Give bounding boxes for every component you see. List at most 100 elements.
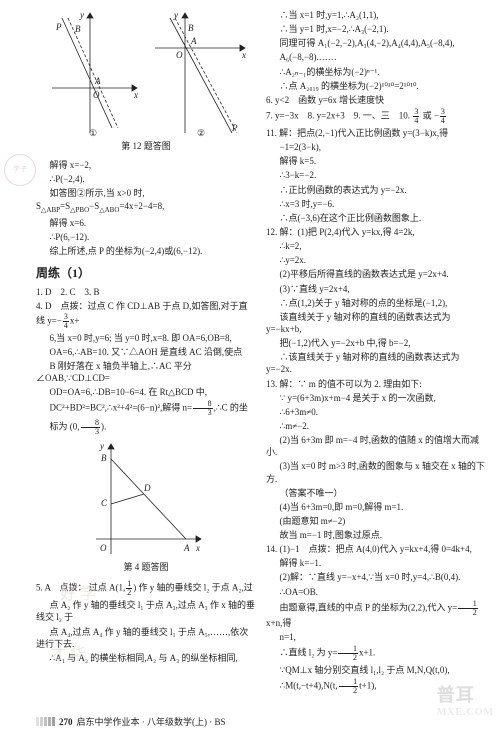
l-q4h: 标为 (0,83). bbox=[36, 419, 256, 436]
r8d2: 4 bbox=[440, 117, 446, 125]
r6: ∴点 A₂₀₁₉ 的横坐标为(−2)¹⁰¹⁰=2¹⁰¹⁰. bbox=[266, 80, 486, 92]
r33: (由题意知 m≠−2) bbox=[266, 515, 486, 527]
l-q5bd: 2 bbox=[126, 589, 132, 597]
l-p3c: =S bbox=[60, 201, 70, 211]
watermark-text-1: 好 学 bbox=[60, 580, 96, 604]
l-q123: 1. D 2. C 3. B bbox=[36, 286, 256, 298]
section-zhoulian: 周练（1） bbox=[36, 264, 256, 281]
r39d: 2 bbox=[458, 609, 478, 617]
l-q4gb: ,∴C 的坐 bbox=[214, 403, 248, 413]
r43a: ∴M(t,−t+4),N(t, bbox=[280, 681, 338, 691]
corner-wm-b: MXE.COM bbox=[437, 707, 494, 718]
r8: 7. y=−3x 8. y=2x+3 9. 一、三 10. 34 或 −34 bbox=[266, 108, 486, 125]
l-q4g: DC²+BD²=BC²,∴x²+4²=(6−n)²,解得 n=83,∴C 的坐 bbox=[36, 400, 256, 417]
r20: (3)∵直线 y=2x+4, bbox=[266, 283, 486, 295]
l-q4hb: ). bbox=[101, 422, 106, 432]
r1: ∴当 x=1 时,y=1,∴A₂(1,1), bbox=[266, 9, 486, 21]
r17: ∴k=2, bbox=[266, 240, 486, 252]
l-q4b: x+ bbox=[70, 315, 80, 325]
svg-text:O: O bbox=[93, 90, 100, 100]
l-q4d: OA=6,∴AB=10. 又∵△AOH 是直线 AC 沿倒,使点 bbox=[36, 346, 256, 358]
l-q4fd: 4 bbox=[63, 322, 69, 330]
svg-text:A: A bbox=[183, 543, 190, 553]
graph-2: x y O A B P ② bbox=[150, 8, 250, 138]
figure-row-12: x y O P B A ① bbox=[36, 8, 256, 138]
r2: ∴当 y=1 时,x=−2,∴A₃(−2,1). bbox=[266, 23, 486, 35]
l-q4ha: 标为 (0, bbox=[50, 422, 80, 432]
r43b: t+1), bbox=[359, 681, 376, 691]
l-p3f: △ABO bbox=[99, 205, 119, 213]
footer-page-number: 270 bbox=[59, 717, 73, 727]
r34: 故当 m=−1 时,图象过原点. bbox=[266, 529, 486, 541]
r39a: 由题意得,直线的中点 P 的坐标为(2,2),代入 y= bbox=[280, 602, 458, 612]
r28: ∴m≠−2. bbox=[266, 420, 486, 432]
svg-text:x: x bbox=[133, 90, 138, 100]
figure-4-caption: 第 4 题答图 bbox=[36, 561, 256, 573]
r39: 由题意得,直线的中点 P 的坐标为(2,2),代入 y=12x+n,得 bbox=[266, 600, 486, 629]
left-column: x y O P B A ① bbox=[36, 8, 256, 728]
r7: 6. y<2 函数 y=6x 增长速度快 bbox=[266, 94, 486, 106]
r43d: 2 bbox=[339, 687, 359, 695]
svg-text:x: x bbox=[195, 543, 200, 553]
l-q4f: OD=OA=6,∴DB=10−6=4. 在 Rt△BCD 中, bbox=[36, 386, 256, 398]
r41d: 2 bbox=[338, 654, 358, 662]
r16: 12. 解：(1)把 P(2,4)代入 y=kx,得 4=2k, bbox=[266, 226, 486, 238]
r25: 13. 解：∵ m 的值不可以为 2. 理由如下: bbox=[266, 378, 486, 390]
svg-text:y: y bbox=[99, 441, 104, 451]
l-p3d: △PBO bbox=[70, 205, 89, 213]
r40: n=1, bbox=[266, 631, 486, 643]
r41b: x+1. bbox=[359, 648, 375, 658]
l-p5: ∴P(6,−12). bbox=[36, 231, 256, 243]
r4: A₆(−8,−8).…… bbox=[266, 51, 486, 63]
right-column: ∴当 x=1 时,y=1,∴A₂(1,1), ∴当 y=1 时,x=−2,∴A₃… bbox=[266, 8, 486, 728]
footer-bars-icon bbox=[36, 717, 55, 726]
l-p3g: =4x÷2−4=8, bbox=[119, 201, 164, 211]
l-p1: 解得 x=−2, bbox=[36, 159, 256, 171]
l-p3e: −S bbox=[89, 201, 99, 211]
r8a: 7. y=−3x 8. y=2x+3 9. 一、三 10. bbox=[266, 111, 412, 121]
r38: ∴OA=OB. bbox=[266, 586, 486, 598]
r19: (2)平移后所得直线的函数表达式是 y=2x+4. bbox=[266, 268, 486, 280]
svg-text:O: O bbox=[176, 50, 183, 60]
r3: 同理可得 A₁(−2,−2),A₃(4,−2),A₄(4,4),A₅(−8,4)… bbox=[266, 37, 486, 49]
l-q4ga: DC²+BD²=BC²,∴x²+4²=(6−n)²,解得 n= bbox=[50, 403, 193, 413]
svg-text:x: x bbox=[241, 50, 246, 60]
l-q4c: 6,当 x=0 时,y=6; 当 y=0 时,x=8. 即 OA=6,OB=8, bbox=[36, 332, 256, 344]
r31: （答案不唯一） bbox=[266, 487, 486, 499]
r29: (2)当 6+3m 即 m=−4 时,函数的值随 x 的值增大而减小. bbox=[266, 434, 486, 458]
r12: ∴3−k=−2. bbox=[266, 169, 486, 181]
r41a: ∴直线 l₂ 为 y= bbox=[280, 648, 338, 658]
l-q5bb: (1, bbox=[116, 583, 126, 593]
corner-watermark: 普耳 MXE.COM bbox=[437, 681, 494, 718]
svg-text:y: y bbox=[173, 10, 178, 20]
svg-text:P: P bbox=[55, 22, 62, 32]
footer-text: 启东中学作业本 · 八年级数学(上) · BS bbox=[77, 715, 226, 728]
r23: 把(−1,2)代入 y=−2x+b 中,得 b=−2, bbox=[266, 337, 486, 349]
svg-text:①: ① bbox=[89, 128, 97, 138]
corner-wm-a: 普耳 bbox=[437, 681, 494, 707]
svg-text:B: B bbox=[188, 23, 194, 33]
r10: −1=2(3−k), bbox=[266, 141, 486, 153]
l-p4: 解得 x=6. bbox=[36, 217, 256, 229]
svg-text:y: y bbox=[79, 10, 84, 20]
watermark-text-2: 才 华 bbox=[50, 640, 86, 664]
l-q4hd: 3 bbox=[81, 428, 101, 436]
r41: ∴直线 l₂ 为 y=12x+1. bbox=[266, 645, 486, 662]
svg-text:D: D bbox=[143, 483, 151, 493]
graph-1: x y O P B A ① bbox=[42, 8, 142, 138]
r11: 解得 k=5. bbox=[266, 155, 486, 167]
r15: ∴点(−3,6)在这个正比例函数图象上. bbox=[266, 212, 486, 224]
figure-12-caption: 第 12 题答图 bbox=[36, 140, 256, 152]
l-q4gd: 3 bbox=[193, 409, 213, 417]
r8d1: 4 bbox=[413, 117, 419, 125]
seal-stamp: 学 子 bbox=[4, 154, 36, 186]
r13: ∴正比例函数的表达式为 y=−2x. bbox=[266, 184, 486, 196]
footer: 270 启东中学作业本 · 八年级数学(上) · BS bbox=[36, 715, 486, 728]
svg-text:B: B bbox=[101, 453, 107, 463]
r24: ∴该直线关于 y 轴对称的直线的函数表达式为 y=−2x. bbox=[266, 351, 486, 375]
svg-text:C: C bbox=[101, 498, 108, 508]
graph-4: x y O A B C D bbox=[86, 439, 206, 559]
l-p3: 如答图②所示,当 x>0 时, S△ABP=S△PBO−S△ABO=4x÷2−4… bbox=[36, 187, 256, 214]
r18: ∴y=2x. bbox=[266, 254, 486, 266]
l-q4-line1: 4. D 点拨：过点 C 作 CD⊥AB 于点 D,如答图,对于直线 y=−34… bbox=[36, 300, 256, 329]
